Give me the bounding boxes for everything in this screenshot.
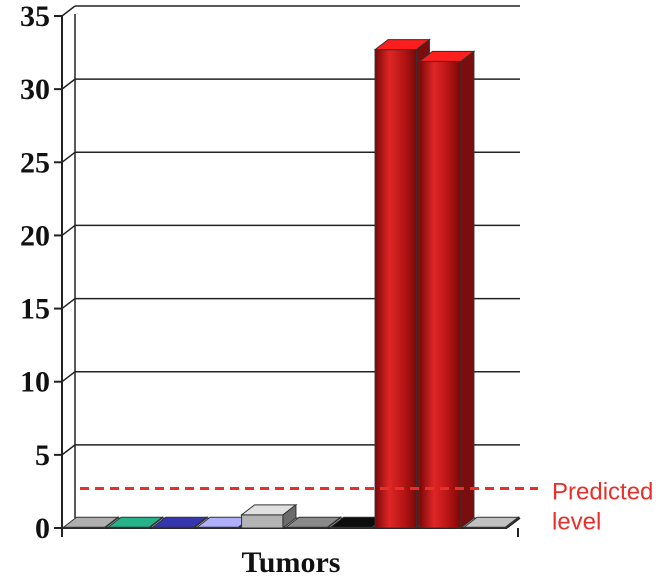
ytick-label-5: 5 bbox=[35, 439, 50, 472]
bar-9 bbox=[418, 50, 476, 530]
gridline-diag-35 bbox=[61, 5, 76, 17]
ytick-label-20: 20 bbox=[20, 219, 50, 252]
bar-2 bbox=[106, 516, 164, 530]
gridline-diag-30 bbox=[61, 78, 76, 90]
bar-5-side bbox=[282, 503, 297, 530]
y-tick-labels: 0 5 10 15 20 25 30 35 bbox=[20, 0, 50, 545]
bars bbox=[62, 38, 520, 530]
floor-right-edge bbox=[506, 517, 521, 529]
bar-1-side bbox=[104, 516, 119, 530]
bar-3 bbox=[151, 516, 209, 530]
gridline-diag-15 bbox=[61, 297, 76, 310]
predicted-level-label-line1: Predicted bbox=[552, 479, 653, 506]
gridline-diag-5 bbox=[61, 444, 76, 456]
bar-5-front bbox=[241, 514, 284, 529]
gridline-diag-20 bbox=[61, 224, 76, 237]
bar-3-side bbox=[193, 516, 208, 530]
bar-1 bbox=[62, 516, 120, 530]
bar-8-front bbox=[374, 49, 417, 529]
bar-2-side bbox=[148, 516, 163, 530]
ytick-label-15: 15 bbox=[20, 293, 50, 326]
predicted-level-label-line2: level bbox=[552, 509, 601, 536]
bar-5 bbox=[240, 503, 298, 530]
gridline-diag-25 bbox=[61, 151, 76, 163]
bar-9-side bbox=[460, 50, 475, 530]
ytick-label-0: 0 bbox=[35, 512, 50, 545]
bar-10-side bbox=[504, 516, 519, 530]
bar-6-side bbox=[326, 516, 341, 530]
ytick-label-30: 30 bbox=[20, 73, 50, 106]
bar-6 bbox=[284, 516, 342, 530]
ytick-label-10: 10 bbox=[20, 366, 50, 399]
x-axis-label: Tumors bbox=[242, 546, 341, 579]
bar-9-front bbox=[419, 60, 462, 529]
ytick-label-25: 25 bbox=[20, 146, 50, 179]
bar-10 bbox=[462, 516, 520, 530]
gridline-diag-10 bbox=[61, 371, 76, 383]
ytick-label-35: 35 bbox=[20, 0, 50, 33]
